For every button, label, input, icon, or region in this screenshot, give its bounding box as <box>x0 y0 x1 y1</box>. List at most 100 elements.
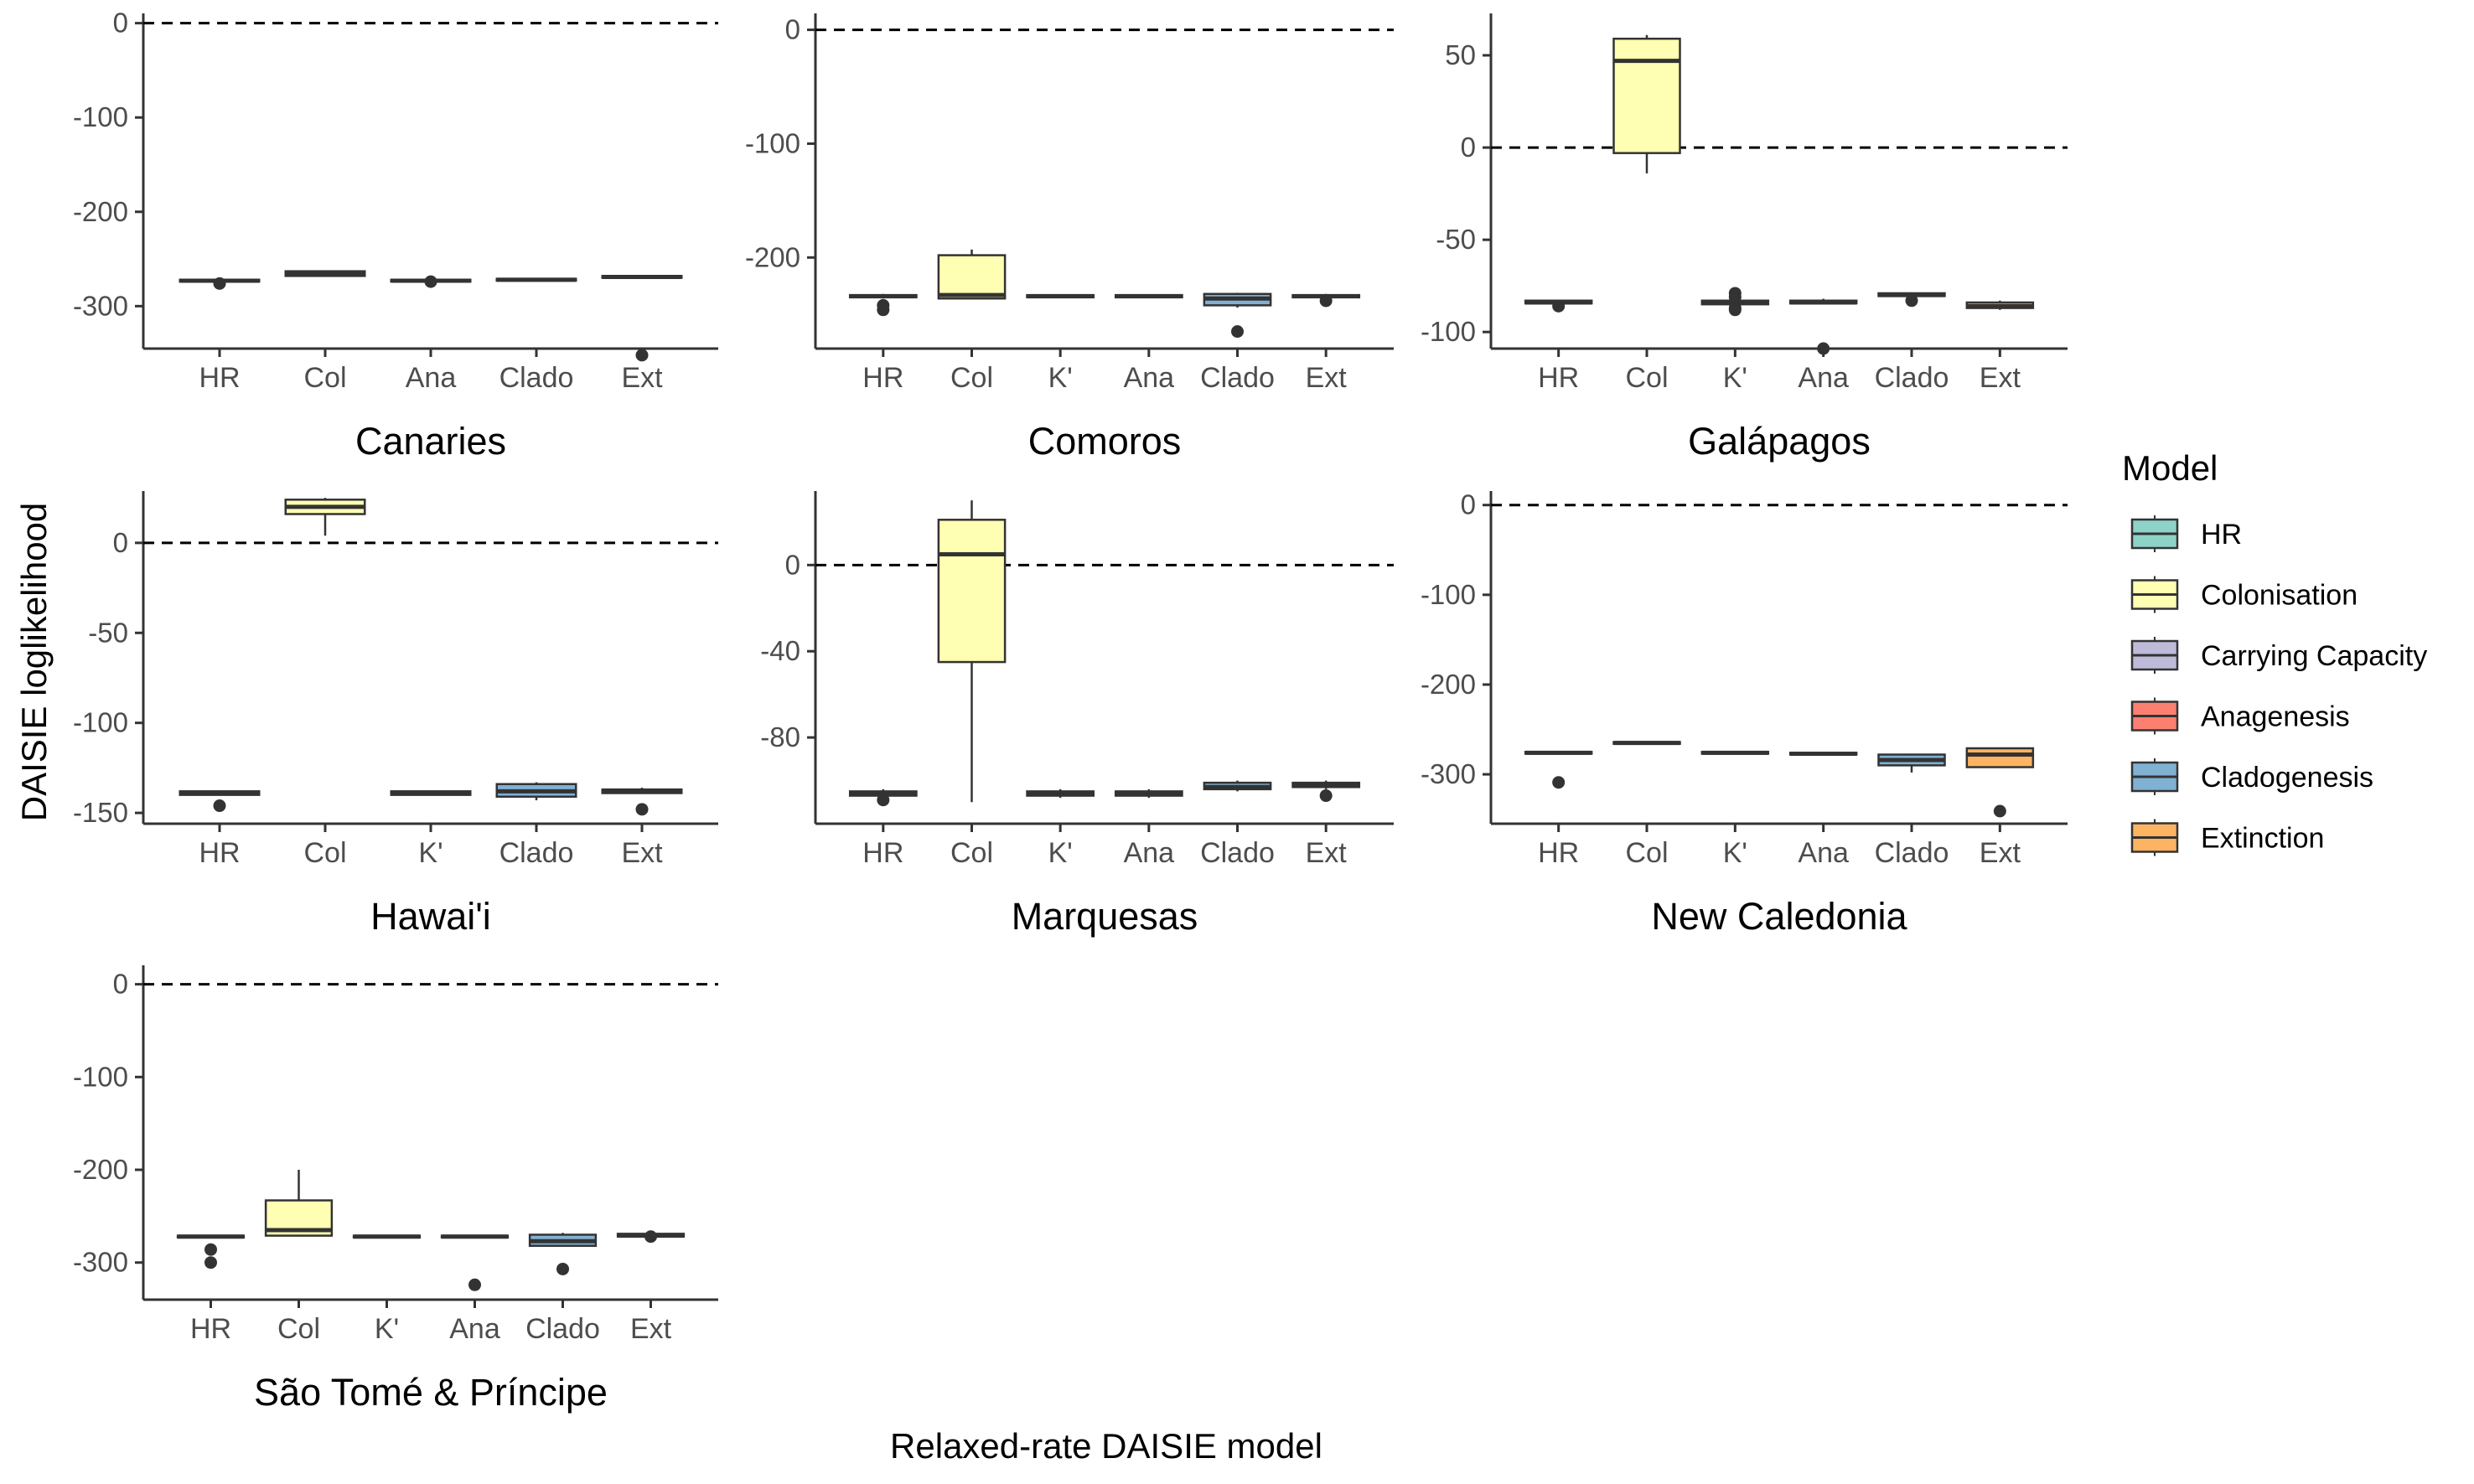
x-tick-label: Clado <box>499 837 574 869</box>
x-tick-label: Ana <box>449 1313 500 1345</box>
box-Ext <box>601 788 683 816</box>
box-Ana <box>1114 789 1183 799</box>
y-tick-label: 50 <box>1445 39 1476 70</box>
box-Col <box>1612 34 1681 173</box>
x-tick-label: Ext <box>630 1313 672 1345</box>
outlier-point <box>213 799 226 813</box>
x-tick-label: HR <box>199 837 240 869</box>
y-tick-label: -200 <box>1421 669 1476 700</box>
y-tick-label: 0 <box>1461 132 1476 163</box>
box-Ext <box>1291 780 1361 803</box>
box-K' <box>352 1234 422 1239</box>
box-K' <box>1700 287 1770 317</box>
outlier-point <box>1728 290 1742 303</box>
legend-item: HR <box>2130 515 2242 552</box>
box-Clado <box>495 782 577 801</box>
y-tick-label: -50 <box>1436 224 1476 255</box>
panel: 0 -50 -100 -150 HR Col K' Clado Ext Hawai'i <box>73 491 718 938</box>
box-HR <box>176 1234 246 1269</box>
panel-title: Comoros <box>1028 420 1182 463</box>
outlier-point <box>204 1256 217 1269</box>
x-tick-label: Col <box>950 837 993 869</box>
x-tick-label: Col <box>1625 837 1668 869</box>
box-Clado <box>495 277 577 282</box>
outlier-point <box>877 794 890 807</box>
legend-label: Anagenesis <box>2201 701 2350 733</box>
x-tick-label: Clado <box>1200 362 1275 394</box>
x-axis-label: Relaxed-rate DAISIE model <box>890 1426 1322 1466</box>
outlier-point <box>468 1278 481 1291</box>
outlier-point <box>877 303 890 317</box>
box-HR <box>1524 750 1593 789</box>
outlier-point <box>1728 303 1742 317</box>
x-tick-label: HR <box>1538 837 1579 869</box>
outlier-point <box>213 277 226 290</box>
legend-label: Cladogenesis <box>2201 762 2373 794</box>
box-Col <box>937 249 1007 300</box>
box-iqr <box>937 519 1007 664</box>
x-tick-label: Col <box>303 837 346 869</box>
panel: 0 -100 -200 -300 HR Col K' Ana Clado Ext New Caled… <box>1421 489 2068 938</box>
legend-label: Colonisation <box>2201 580 2358 612</box>
x-tick-label: HR <box>1538 362 1579 394</box>
legend-label: HR <box>2201 519 2242 551</box>
legend-item: Cladogenesis <box>2130 758 2373 795</box>
x-tick-label: Ext <box>1306 837 1348 869</box>
outlier-point <box>1319 789 1333 803</box>
y-tick-label: -80 <box>760 721 800 752</box>
x-tick-label: K' <box>375 1313 399 1345</box>
legend: Model HR Colonisation Carrying Capacity Ana… <box>2122 448 2427 856</box>
box-K' <box>1026 789 1095 799</box>
box-Clado <box>1203 780 1272 792</box>
y-tick-label: -300 <box>73 1247 128 1278</box>
x-tick-label: Ext <box>1980 362 2021 394</box>
box-Clado <box>1203 292 1272 339</box>
box-K' <box>390 790 472 796</box>
x-tick-label: Ana <box>1798 837 1849 869</box>
legend-title: Model <box>2122 448 2218 488</box>
box-K' <box>1700 750 1770 755</box>
y-tick-label: -100 <box>1421 579 1476 610</box>
x-tick-label: HR <box>190 1313 231 1345</box>
box-Col <box>284 498 366 536</box>
legend-item: Anagenesis <box>2130 697 2350 735</box>
x-tick-label: Clado <box>1200 837 1275 869</box>
outlier-point <box>556 1262 569 1275</box>
box-Ana <box>1114 293 1183 299</box>
box-iqr <box>937 254 1007 300</box>
box-Ana <box>440 1234 510 1291</box>
y-tick-label: -150 <box>73 797 128 828</box>
box-Clado <box>528 1233 598 1275</box>
y-tick-label: -300 <box>73 290 128 321</box>
x-tick-label: K' <box>1048 362 1073 394</box>
y-tick-label: -50 <box>88 617 128 648</box>
y-tick-label: -100 <box>73 707 128 738</box>
x-tick-label: Col <box>950 362 993 394</box>
x-tick-label: Clado <box>1875 837 1949 869</box>
box-Ext <box>1291 293 1361 308</box>
legend-label: Extinction <box>2201 823 2324 855</box>
y-tick-label: 0 <box>113 527 128 558</box>
y-tick-label: 0 <box>1461 489 1476 520</box>
panel-title: São Tomé & Príncipe <box>254 1371 608 1414</box>
x-tick-label: HR <box>862 837 903 869</box>
outlier-point <box>1552 776 1566 789</box>
y-tick-label: -200 <box>745 241 800 272</box>
outlier-point <box>635 803 649 816</box>
panel-title: Marquesas <box>1012 895 1198 938</box>
outlier-point <box>1319 294 1333 308</box>
box-Ext <box>616 1230 686 1244</box>
outlier-point <box>644 1230 657 1244</box>
box-Ext <box>1965 747 2035 818</box>
x-tick-label: Ana <box>406 362 457 394</box>
x-tick-label: Col <box>277 1313 320 1345</box>
panel: 0 -40 -80 HR Col K' Ana Clado Ext Marquesas <box>760 491 1394 938</box>
box-Ana <box>1788 751 1858 756</box>
legend-item: Extinction <box>2130 819 2324 856</box>
panel: 0 -100 -200 -300 HR Col K' Ana Clado Ext São Tomé … <box>73 965 718 1414</box>
x-tick-label: Col <box>1625 362 1668 394</box>
x-tick-label: Ana <box>1798 362 1849 394</box>
box-Col <box>1612 741 1681 746</box>
outlier-point <box>1231 325 1244 339</box>
x-tick-label: Ana <box>1124 362 1175 394</box>
